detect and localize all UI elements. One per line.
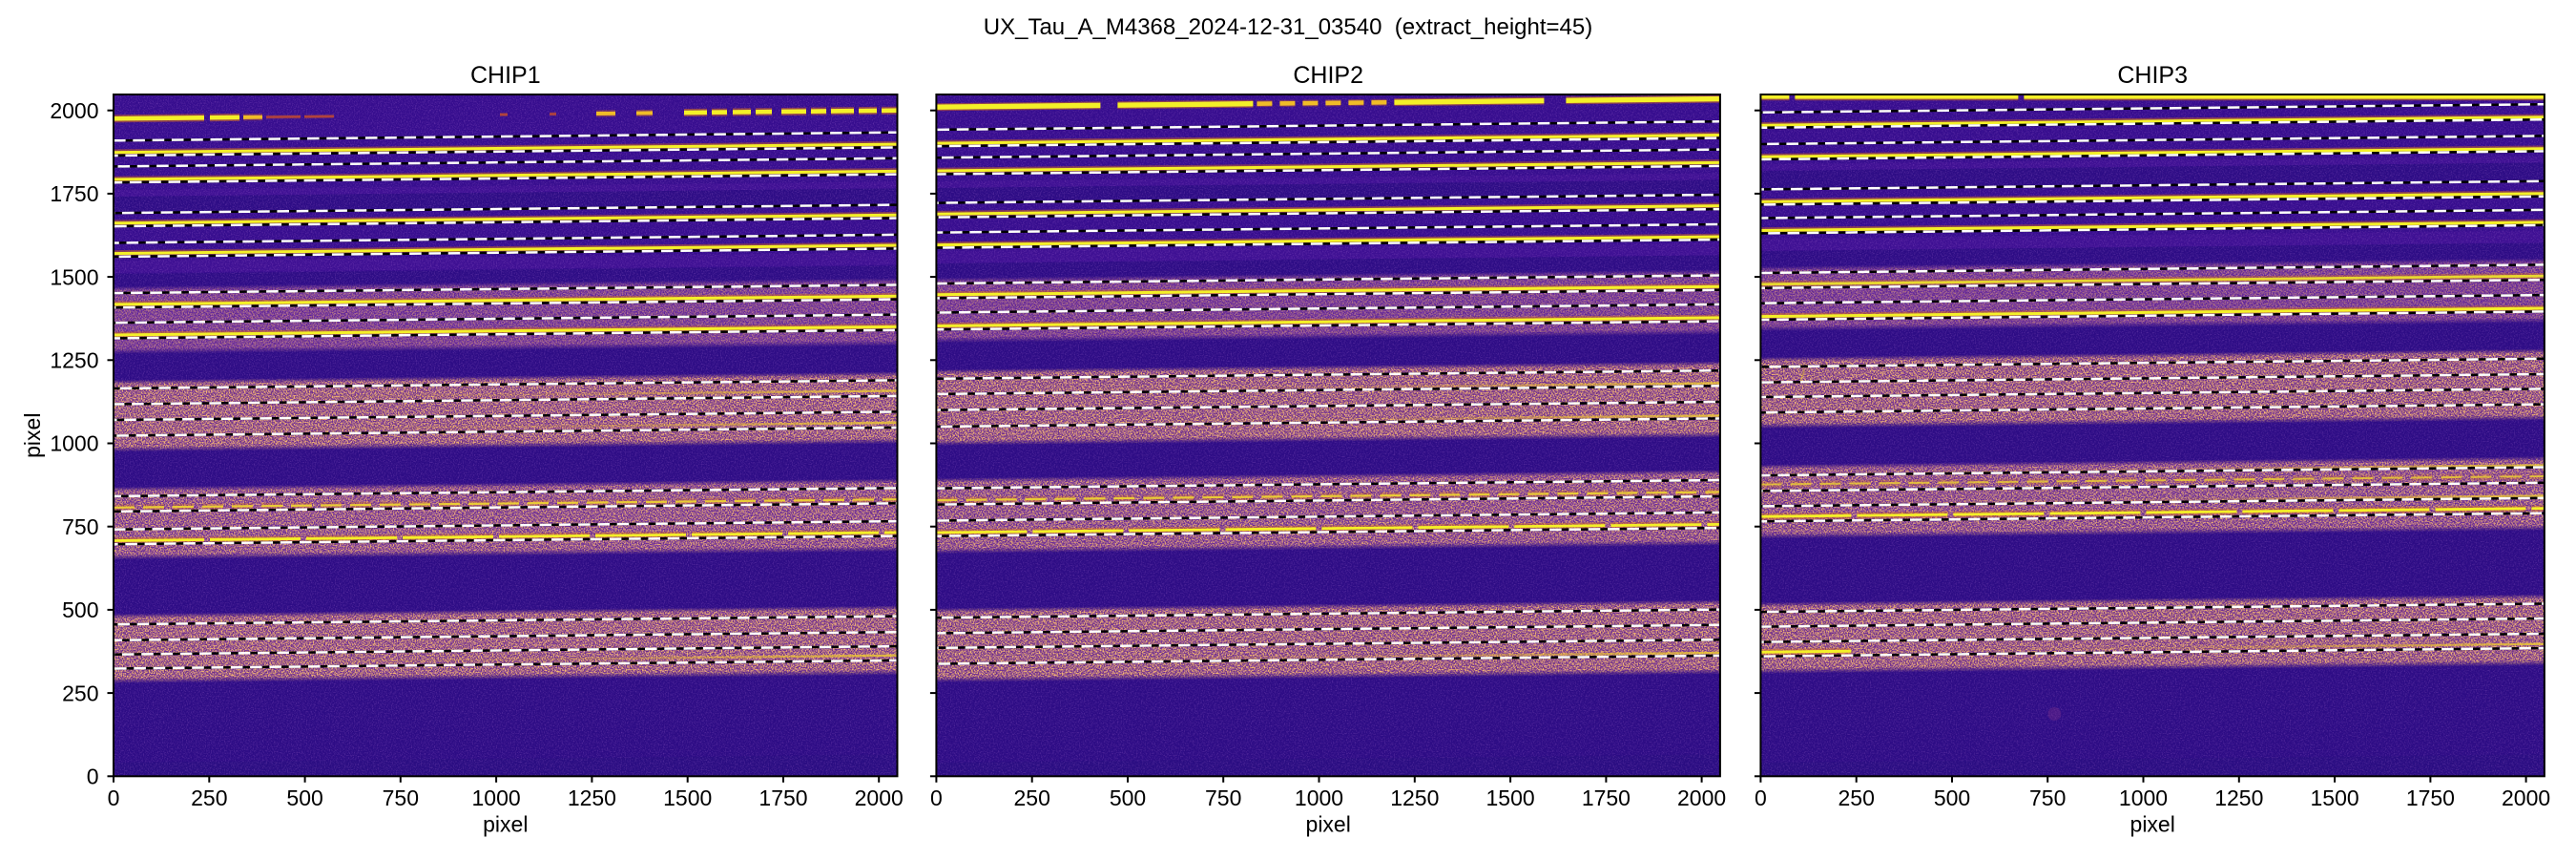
svg-text:2000: 2000 — [1677, 786, 1726, 810]
svg-text:750: 750 — [2029, 786, 2066, 810]
svg-text:1500: 1500 — [50, 264, 98, 289]
svg-text:CHIP1: CHIP1 — [470, 62, 541, 89]
svg-text:pixel: pixel — [20, 413, 45, 458]
svg-text:UX_Tau_A_M4368_2024-12-31_0354: UX_Tau_A_M4368_2024-12-31_03540 (extract… — [984, 14, 1592, 40]
svg-text:1750: 1750 — [50, 181, 98, 206]
svg-text:0: 0 — [108, 786, 120, 810]
svg-text:750: 750 — [1205, 786, 1241, 810]
svg-text:1250: 1250 — [1390, 786, 1439, 810]
svg-text:1250: 1250 — [50, 348, 98, 373]
svg-text:CHIP3: CHIP3 — [2117, 62, 2188, 89]
svg-text:CHIP2: CHIP2 — [1293, 62, 1363, 89]
svg-text:500: 500 — [1934, 786, 1970, 810]
svg-text:pixel: pixel — [1306, 812, 1351, 837]
svg-text:2000: 2000 — [855, 786, 904, 810]
svg-text:1000: 1000 — [1295, 786, 1343, 810]
svg-text:1500: 1500 — [663, 786, 712, 810]
svg-text:1250: 1250 — [2214, 786, 2263, 810]
svg-text:1000: 1000 — [50, 431, 98, 456]
svg-text:250: 250 — [1839, 786, 1875, 810]
svg-text:1500: 1500 — [1486, 786, 1535, 810]
svg-text:750: 750 — [62, 514, 98, 539]
svg-text:750: 750 — [383, 786, 419, 810]
svg-text:0: 0 — [1755, 786, 1767, 810]
svg-text:250: 250 — [62, 681, 98, 705]
svg-text:2000: 2000 — [2502, 786, 2550, 810]
svg-text:250: 250 — [191, 786, 227, 810]
svg-text:250: 250 — [1014, 786, 1050, 810]
svg-text:500: 500 — [286, 786, 322, 810]
svg-text:1750: 1750 — [758, 786, 807, 810]
svg-text:2000: 2000 — [50, 98, 98, 123]
svg-text:1500: 1500 — [2311, 786, 2359, 810]
svg-text:1250: 1250 — [568, 786, 616, 810]
svg-text:pixel: pixel — [483, 812, 528, 837]
svg-text:1750: 1750 — [2406, 786, 2455, 810]
svg-text:pixel: pixel — [2130, 812, 2175, 837]
svg-text:1000: 1000 — [2119, 786, 2168, 810]
svg-text:500: 500 — [1110, 786, 1146, 810]
svg-text:0: 0 — [930, 786, 943, 810]
svg-text:1750: 1750 — [1582, 786, 1631, 810]
svg-text:1000: 1000 — [472, 786, 521, 810]
svg-text:0: 0 — [87, 765, 99, 789]
svg-text:500: 500 — [62, 597, 98, 622]
